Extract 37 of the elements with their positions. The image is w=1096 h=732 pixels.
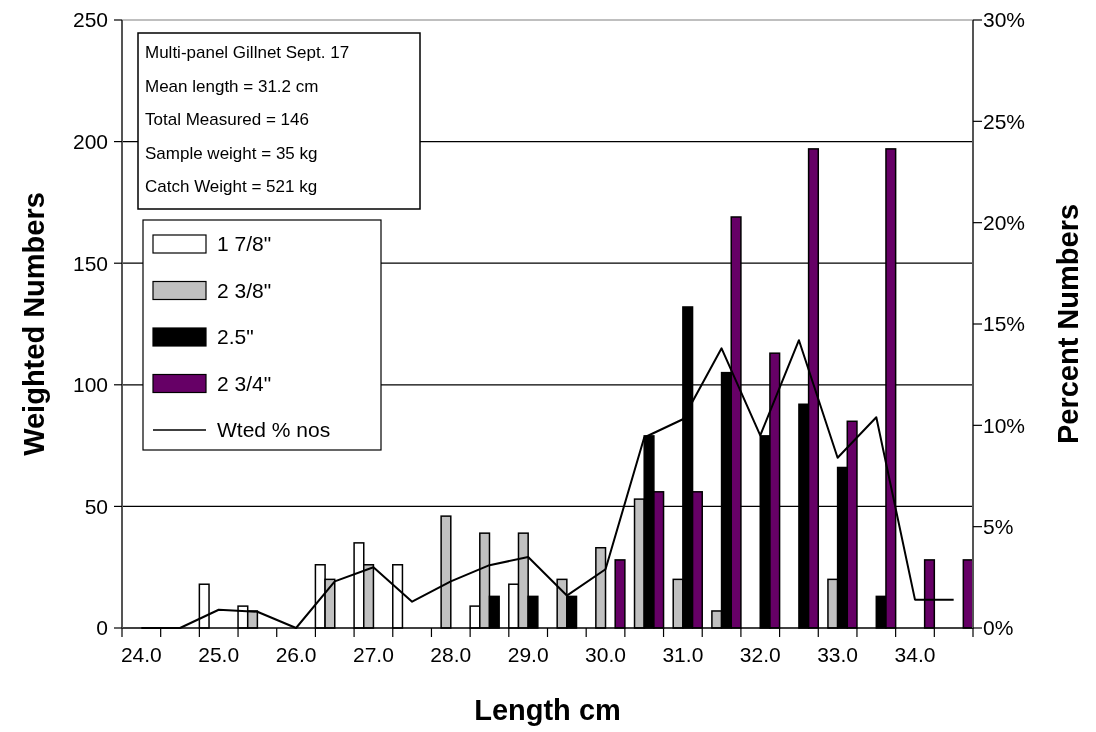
x-tick-label: 24.0 <box>120 643 162 666</box>
y-tick-label: 150 <box>72 251 108 275</box>
x-tick-label: 25.0 <box>198 643 240 666</box>
annotation: Multi-panel Gillnet Sept. 17 <box>145 43 350 62</box>
x-tick-label: 33.0 <box>817 643 859 666</box>
x-tick-label: 31.0 <box>662 643 704 666</box>
y-tick-label: 100 <box>72 373 108 397</box>
x-tick-label: 28.0 <box>430 643 472 666</box>
y2-axis-title: Percent Numbers <box>1052 203 1084 445</box>
legend-label: 1 7/8" <box>217 232 272 256</box>
y-tick-label: 250 <box>72 8 108 32</box>
legend-label: 2 3/8" <box>217 278 272 302</box>
y-tick-label: 200 <box>72 129 108 153</box>
annotation: Sample weight = 35 kg <box>145 143 318 163</box>
y-tick-label: 50 <box>84 494 108 518</box>
y2-tick-label: 10% <box>983 413 1026 437</box>
y2-tick-label: 15% <box>983 312 1026 336</box>
x-tick-label: 27.0 <box>352 643 394 666</box>
y2-tick-label: 25% <box>983 109 1026 133</box>
x-tick-label: 32.0 <box>739 643 781 666</box>
x-tick-label: 29.0 <box>507 643 549 666</box>
x-tick-label: 34.0 <box>894 643 936 666</box>
y-tick-label: 0 <box>96 616 108 640</box>
legend-label: 2 3/4" <box>217 371 272 395</box>
y-axis-title: Weighted Numbers <box>18 192 50 456</box>
x-tick-label: 26.0 <box>275 643 317 666</box>
y2-tick-label: 0% <box>983 616 1014 640</box>
y2-tick-label: 20% <box>983 211 1026 235</box>
y2-tick-label: 5% <box>983 515 1014 539</box>
legend-label: 2.5" <box>217 325 254 349</box>
x-tick-label: 30.0 <box>585 643 626 666</box>
annotation: Total Measured = 146 <box>145 110 309 129</box>
legend-label: Wted % nos <box>217 418 331 442</box>
y2-tick-label: 30% <box>983 8 1026 32</box>
x-axis-title: Length cm <box>474 694 621 726</box>
annotation: Mean length = 31.2 cm <box>145 76 319 96</box>
annotation: Catch Weight = 521 kg <box>145 177 318 196</box>
